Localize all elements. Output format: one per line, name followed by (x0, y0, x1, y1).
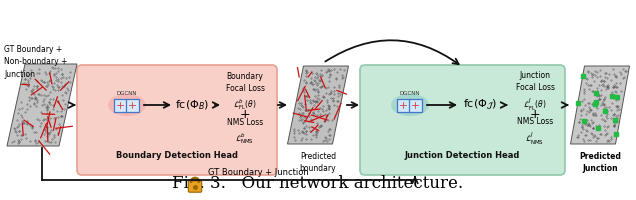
Text: NMS Loss
$\mathcal{L}^J_{\mathrm{NMS}}$: NMS Loss $\mathcal{L}^J_{\mathrm{NMS}}$ (517, 117, 553, 147)
Ellipse shape (391, 94, 429, 116)
Text: Fig. 3.   Our network architecture.: Fig. 3. Our network architecture. (172, 175, 464, 192)
Text: Predicted
boundary: Predicted boundary (300, 152, 336, 173)
Text: $\mathrm{fc}(\Phi_B)$: $\mathrm{fc}(\Phi_B)$ (175, 98, 209, 112)
FancyBboxPatch shape (113, 98, 127, 112)
Polygon shape (570, 66, 630, 144)
FancyBboxPatch shape (77, 65, 277, 175)
FancyBboxPatch shape (188, 181, 202, 192)
Text: DGCNN: DGCNN (117, 91, 137, 96)
Text: Boundary Detection Head: Boundary Detection Head (116, 151, 238, 160)
FancyBboxPatch shape (396, 98, 410, 112)
Text: NMS Loss
$\mathcal{L}^b_{\mathrm{NMS}}$: NMS Loss $\mathcal{L}^b_{\mathrm{NMS}}$ (227, 118, 263, 146)
Text: +: + (530, 108, 541, 121)
FancyBboxPatch shape (125, 98, 139, 112)
FancyBboxPatch shape (360, 65, 565, 175)
Polygon shape (287, 66, 349, 144)
Text: GT Boundary +
Non-boundary +
Junction: GT Boundary + Non-boundary + Junction (4, 45, 67, 79)
Text: $\mathrm{fc}(\Phi_{\mathcal{J}})$: $\mathrm{fc}(\Phi_{\mathcal{J}})$ (463, 98, 497, 112)
Text: GT Boundary + Junction: GT Boundary + Junction (208, 168, 309, 177)
Text: Boundary
Focal Loss
$\mathcal{L}^b_{\mathrm{FL}}(\theta)$: Boundary Focal Loss $\mathcal{L}^b_{\mat… (226, 72, 265, 112)
Text: DGCNN: DGCNN (400, 91, 420, 96)
Text: Junction
Focal Loss
$\mathcal{L}^J_{\mathrm{FL}}(\theta)$: Junction Focal Loss $\mathcal{L}^J_{\mat… (516, 71, 555, 113)
FancyBboxPatch shape (408, 98, 422, 112)
Polygon shape (7, 64, 77, 146)
Text: +: + (240, 108, 251, 121)
Text: Junction Detection Head: Junction Detection Head (404, 151, 520, 160)
Text: Predicted
Junction: Predicted Junction (579, 152, 621, 173)
Ellipse shape (108, 94, 146, 116)
